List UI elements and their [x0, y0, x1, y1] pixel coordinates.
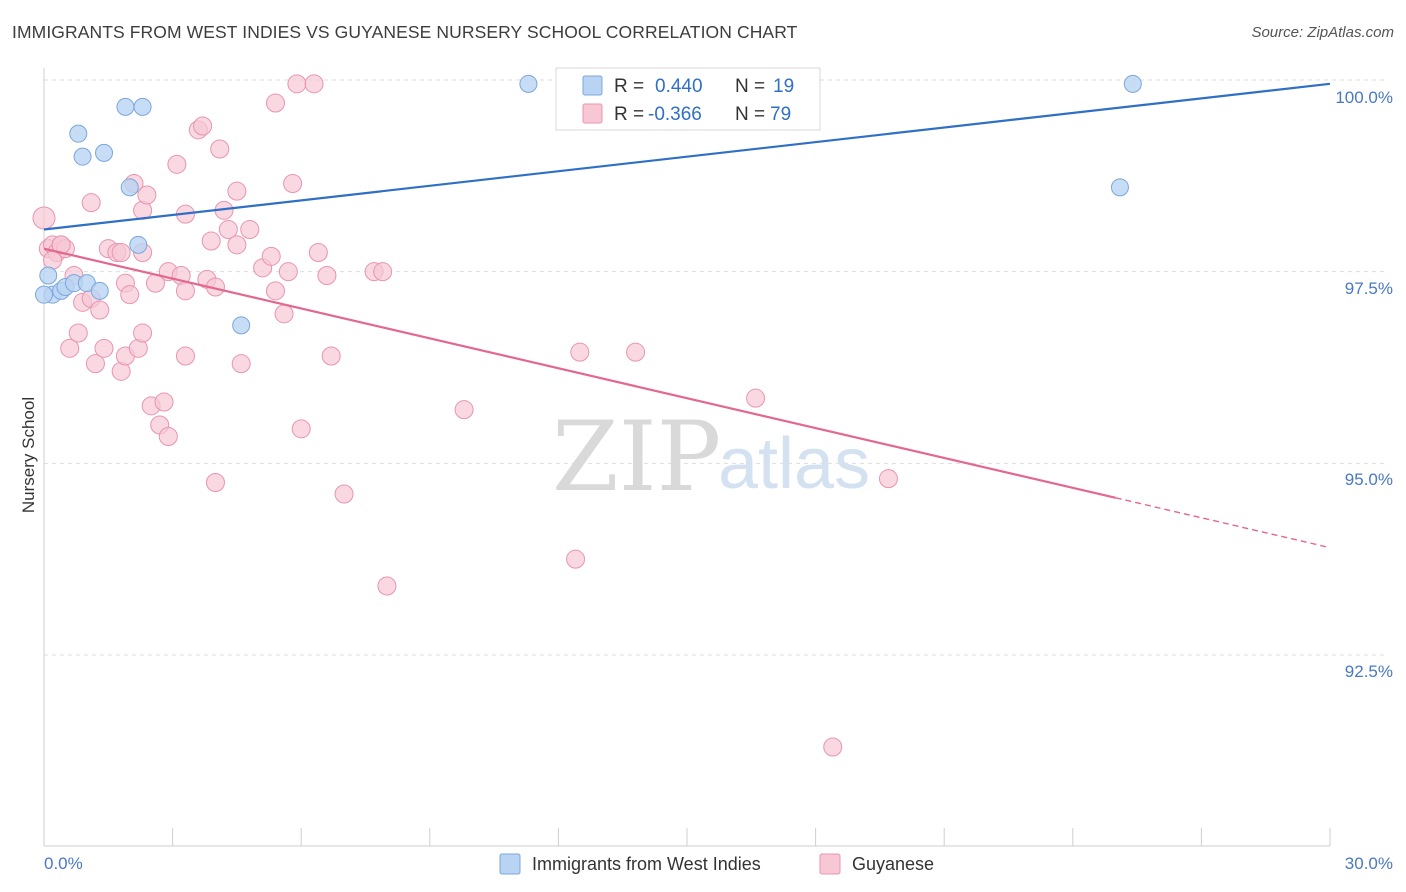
data-point-guyanese: [377, 576, 397, 596]
data-point-guyanese: [231, 354, 251, 374]
data-point-guyanese: [626, 342, 646, 362]
data-point-guyanese: [111, 243, 131, 262]
data-point-west-indies: [129, 235, 148, 254]
data-point-west-indies: [133, 97, 152, 116]
data-point-west-indies: [95, 143, 114, 162]
x-tick-marks: [43, 828, 1331, 846]
trend-line-guyanese-extension: [1115, 497, 1331, 549]
legend-swatch-pink: [582, 103, 603, 124]
data-point-guyanese: [278, 262, 298, 282]
data-point-guyanese: [317, 266, 337, 285]
data-point-guyanese: [227, 181, 247, 201]
legend-r-value: 0.440: [655, 76, 703, 97]
series-legend: Immigrants from West Indies Guyanese: [499, 853, 934, 875]
data-point-guyanese: [218, 220, 238, 239]
data-point-guyanese: [175, 281, 195, 301]
data-point-west-indies: [73, 147, 92, 166]
data-point-guyanese: [137, 185, 157, 205]
data-point-west-indies: [120, 178, 139, 197]
trend-line-guyanese: [43, 247, 1116, 499]
data-point-guyanese: [265, 93, 285, 113]
data-point-guyanese: [261, 246, 281, 266]
data-point-west-indies: [116, 97, 135, 116]
data-point-guyanese: [321, 346, 341, 366]
data-point-guyanese: [240, 220, 260, 239]
data-point-guyanese: [570, 342, 590, 362]
data-point-guyanese: [291, 419, 311, 439]
data-point-west-indies: [39, 266, 58, 285]
legend-r-value: -0.366: [648, 104, 702, 125]
trend-line-west-indies: [43, 82, 1331, 231]
data-point-guyanese: [193, 116, 213, 136]
legend-label-guyanese: Guyanese: [852, 854, 934, 874]
source-label: Source: ZipAtlas.com: [1251, 24, 1394, 41]
watermark-atlas: atlas: [718, 424, 870, 504]
data-point-guyanese: [167, 154, 187, 174]
data-point-guyanese: [287, 74, 307, 94]
legend-swatch-guyanese: [819, 853, 841, 875]
trend-lines: [43, 82, 1331, 549]
y-tick-label: 95.0%: [1345, 470, 1393, 489]
y-tick-label: 92.5%: [1345, 662, 1393, 681]
data-point-guyanese: [334, 484, 354, 504]
data-point-guyanese: [81, 193, 101, 213]
series-guyanese-points: [32, 74, 898, 757]
legend-swatch-west-indies: [499, 853, 521, 875]
data-point-guyanese: [205, 473, 225, 492]
data-point-guyanese: [265, 281, 285, 301]
data-point-guyanese: [85, 354, 105, 374]
data-point-west-indies: [69, 124, 88, 143]
y-axis-label: Nursery School: [19, 397, 38, 513]
data-point-guyanese: [51, 235, 71, 255]
legend-r-label: R =: [614, 104, 644, 125]
data-point-guyanese: [823, 737, 843, 757]
data-point-guyanese: [746, 388, 766, 408]
data-point-guyanese: [566, 549, 586, 569]
data-point-west-indies: [35, 285, 53, 304]
series-west-indies-points: [35, 74, 1142, 335]
watermark-zip: ZIP: [552, 401, 721, 513]
data-point-guyanese: [878, 469, 898, 489]
data-point-guyanese: [308, 243, 328, 262]
legend-n-value: 19: [773, 76, 794, 97]
data-point-guyanese: [274, 304, 294, 324]
x-tick-label: 30.0%: [1345, 854, 1393, 873]
data-point-guyanese: [133, 323, 153, 343]
data-point-guyanese: [373, 262, 393, 282]
chart-title: IMMIGRANTS FROM WEST INDIES VS GUYANESE …: [12, 22, 798, 42]
y-tick-label: 100.0%: [1335, 88, 1393, 107]
data-point-guyanese: [201, 231, 221, 251]
data-point-guyanese: [454, 400, 474, 420]
data-point-guyanese: [68, 323, 88, 343]
data-point-guyanese: [175, 346, 195, 366]
data-point-west-indies: [519, 74, 538, 93]
data-point-guyanese: [90, 300, 110, 320]
y-tick-label: 97.5%: [1345, 279, 1393, 298]
legend-swatch-blue: [582, 75, 603, 96]
legend-n-value: 79: [770, 104, 791, 125]
data-point-guyanese: [304, 74, 324, 94]
data-point-guyanese: [120, 285, 140, 305]
data-point-west-indies: [232, 316, 251, 335]
correlation-legend: R = 0.440 N = 19 R = -0.366 N = 79: [555, 67, 821, 131]
data-point-guyanese: [158, 427, 178, 446]
data-point-guyanese: [94, 338, 114, 358]
data-point-guyanese: [227, 235, 247, 255]
legend-n-label: N =: [735, 76, 765, 97]
data-point-guyanese: [283, 174, 303, 193]
data-point-west-indies: [90, 281, 109, 300]
data-point-guyanese: [32, 206, 56, 230]
data-point-guyanese: [154, 392, 174, 412]
legend-n-label: N =: [735, 104, 765, 125]
legend-r-label: R =: [614, 76, 644, 97]
data-point-west-indies: [1110, 178, 1129, 197]
x-tick-label: 0.0%: [44, 854, 83, 873]
data-point-guyanese: [60, 338, 80, 358]
data-point-west-indies: [1123, 74, 1142, 93]
data-point-guyanese: [210, 139, 230, 159]
legend-label-west-indies: Immigrants from West Indies: [532, 854, 761, 874]
